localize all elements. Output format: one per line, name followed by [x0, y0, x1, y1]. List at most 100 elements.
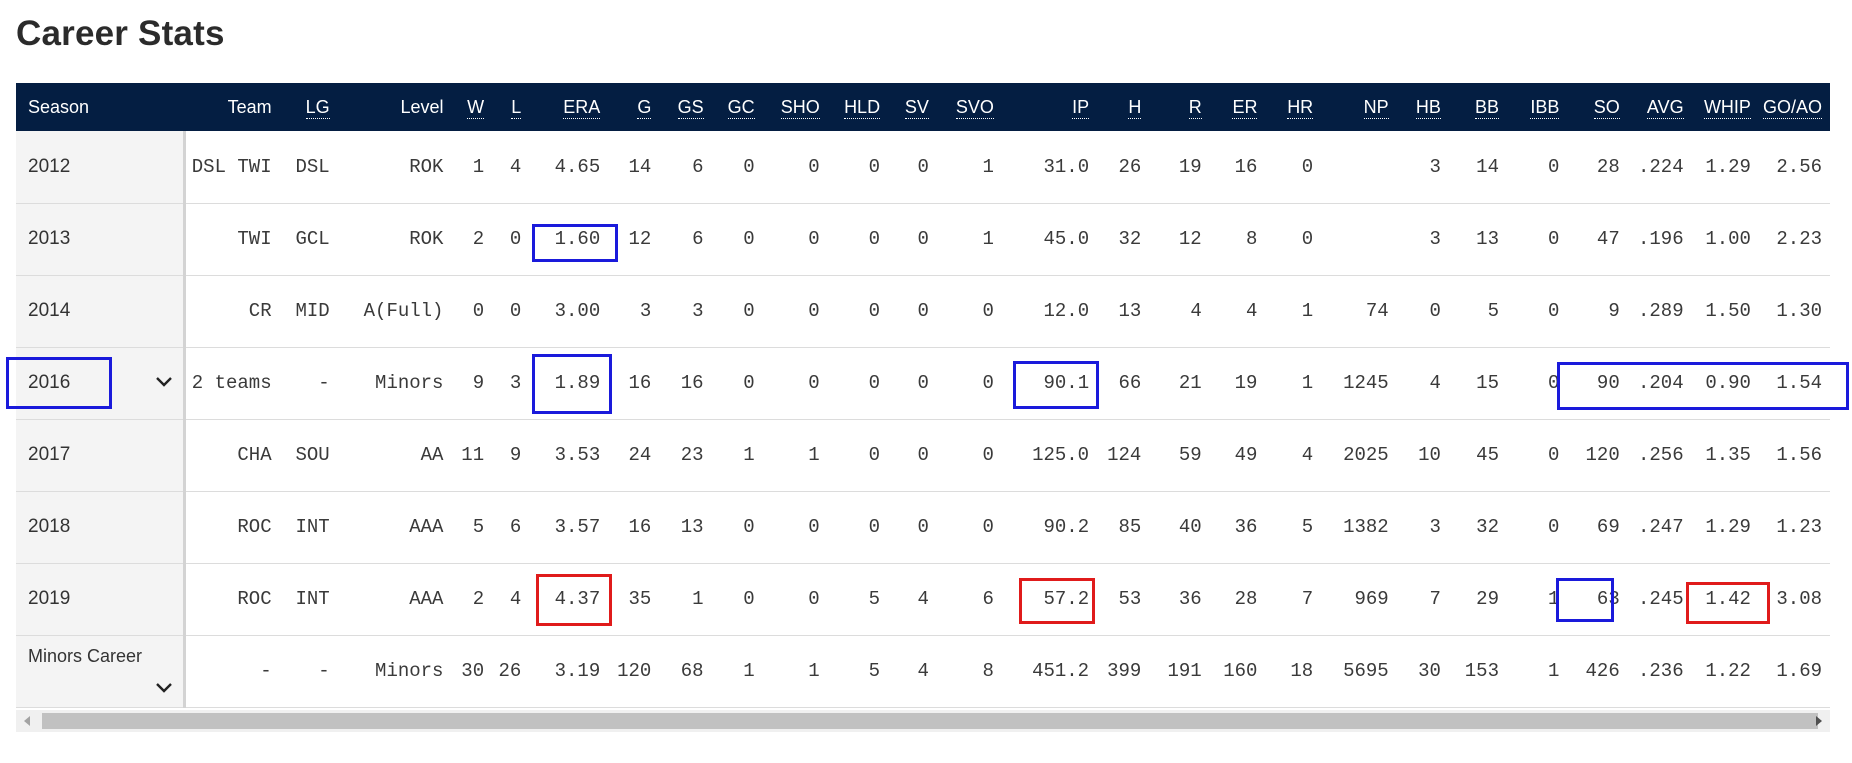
stat-cell-hld: 0	[868, 155, 881, 178]
stat-cell-era: 4.65	[554, 155, 601, 178]
stat-cell-g: 120	[617, 660, 652, 682]
column-header-gc[interactable]: GC	[712, 83, 763, 131]
scrollbar-thumb[interactable]	[42, 713, 1818, 729]
column-header-season[interactable]: Season	[16, 83, 184, 131]
stat-cell-hb: 30	[1418, 660, 1441, 682]
column-header-level[interactable]: Level	[338, 83, 452, 131]
stat-cell-gs: 16	[680, 372, 704, 394]
stat-cell-avg: .256	[1637, 444, 1684, 466]
season-cell: 2017	[16, 419, 186, 491]
stat-cell-w: 2	[472, 228, 485, 250]
stat-cell-team: ROC	[237, 588, 272, 610]
stat-cell-ibb: 0	[1547, 516, 1560, 538]
column-header-np[interactable]: NP	[1321, 83, 1396, 131]
stat-cell-gc: 0	[743, 155, 755, 178]
stat-cell-hr: 18	[1290, 660, 1314, 682]
horizontal-scrollbar[interactable]	[16, 710, 1830, 732]
season-label: 2014	[28, 300, 71, 321]
stat-cell-g: 12	[628, 228, 652, 250]
stat-cell-so: 28	[1596, 155, 1620, 178]
chevron-down-icon[interactable]	[155, 372, 173, 394]
column-header-ibb[interactable]: IBB	[1507, 83, 1567, 131]
column-header-svo[interactable]: SVO	[937, 83, 1002, 131]
column-header-sv[interactable]: SV	[888, 83, 937, 131]
column-header-gs[interactable]: GS	[659, 83, 711, 131]
stat-cell-era: 1.89	[554, 372, 601, 394]
column-header-label: IP	[1072, 96, 1090, 119]
stat-cell-lg: DSL	[295, 155, 330, 178]
column-header-avg[interactable]: AVG	[1628, 83, 1692, 131]
stat-cell-g: 3	[639, 300, 652, 322]
stat-cell-so: 63	[1596, 588, 1620, 610]
stat-cell-l: 3	[509, 372, 522, 394]
stat-cell-sho: 0	[808, 588, 820, 610]
stat-cell-ip: 45.0	[1043, 228, 1090, 250]
stat-cell-l: 6	[509, 516, 522, 538]
table-row: 2017 CHA SOU AA 11 9 3.53 24 23 1 1 0 0 0 125.0 124 59 49…	[16, 419, 1830, 491]
stat-cell-r: 12	[1178, 228, 1202, 250]
column-header-r[interactable]: R	[1149, 83, 1209, 131]
stat-cell-team: CHA	[237, 444, 272, 466]
season-cell[interactable]: 2016	[16, 347, 186, 419]
column-header-label: SV	[904, 96, 929, 119]
stat-cell-gc: 0	[743, 228, 755, 250]
column-header-ip[interactable]: IP	[1002, 83, 1097, 131]
stat-cell-ip: 451.2	[1032, 660, 1090, 682]
stat-cell-er: 16	[1234, 155, 1258, 178]
column-header-lg[interactable]: LG	[280, 83, 338, 131]
column-header-team[interactable]: Team	[184, 83, 279, 131]
stat-cell-so: 47	[1596, 228, 1620, 250]
stat-cell-avg: .247	[1637, 516, 1684, 538]
stat-cell-sv: 0	[917, 444, 929, 466]
column-header-era[interactable]: ERA	[529, 83, 608, 131]
column-header-label: R	[1188, 96, 1202, 119]
stat-cell-lg: MID	[295, 300, 330, 322]
stat-cell-er: 8	[1246, 228, 1258, 250]
stat-cell-er: 36	[1234, 516, 1258, 538]
stat-cell-bb: 45	[1476, 444, 1499, 466]
stat-cell-level: Minors	[375, 372, 444, 394]
stat-cell-hr: 1	[1301, 300, 1314, 322]
scroll-left-arrow-icon[interactable]	[24, 716, 30, 726]
stat-cell-h: 53	[1118, 588, 1142, 610]
column-header-h[interactable]: H	[1097, 83, 1149, 131]
column-header-so[interactable]: SO	[1567, 83, 1627, 131]
stat-cell-ip: 57.2	[1043, 588, 1090, 610]
column-header-label: Season	[28, 96, 90, 117]
column-header-hr[interactable]: HR	[1265, 83, 1321, 131]
column-header-g[interactable]: G	[608, 83, 659, 131]
stat-cell-so: 69	[1596, 516, 1620, 538]
stat-cell-r: 36	[1178, 588, 1202, 610]
table-row: 2019 ROC INT AAA 2 4 4.37 35 1 0 0 5 4 6 57.2 53 36 28 7 96…	[16, 563, 1830, 635]
column-header-er[interactable]: ER	[1210, 83, 1266, 131]
column-header-whip[interactable]: WHIP	[1692, 83, 1759, 131]
column-header-hld[interactable]: HLD	[828, 83, 888, 131]
stat-cell-era: 1.60	[554, 228, 601, 250]
stat-cell-lg: GCL	[295, 228, 330, 250]
stat-cell-gs: 3	[692, 300, 704, 322]
stat-cell-lg: INT	[295, 588, 330, 610]
column-header-sho[interactable]: SHO	[763, 83, 828, 131]
stat-cell-era: 4.37	[554, 588, 601, 610]
chevron-down-icon[interactable]	[155, 678, 173, 699]
column-header-label: W	[467, 96, 485, 119]
stat-cell-whip: 1.29	[1705, 516, 1751, 538]
stat-cell-goao: 2.23	[1776, 228, 1822, 250]
stat-cell-whip: 1.42	[1705, 588, 1751, 610]
column-header-w[interactable]: W	[451, 83, 492, 131]
column-header-goao[interactable]: GO/AO	[1759, 83, 1830, 131]
column-header-l[interactable]: L	[492, 83, 529, 131]
stat-cell-r: 59	[1178, 444, 1202, 466]
column-header-hb[interactable]: HB	[1397, 83, 1449, 131]
column-header-bb[interactable]: BB	[1449, 83, 1507, 131]
stat-cell-sho: 0	[808, 372, 820, 394]
stat-cell-gs: 13	[680, 516, 704, 538]
scroll-right-arrow-icon[interactable]	[1816, 716, 1822, 726]
stat-cell-l: 4	[509, 155, 522, 178]
stat-cell-hld: 0	[868, 516, 881, 538]
season-cell[interactable]: Minors Career	[16, 635, 186, 707]
stat-cell-w: 11	[461, 444, 485, 466]
stat-cell-level: ROK	[409, 155, 444, 178]
stat-cell-h: 13	[1118, 300, 1142, 322]
stat-cell-goao: 3.08	[1776, 588, 1822, 610]
